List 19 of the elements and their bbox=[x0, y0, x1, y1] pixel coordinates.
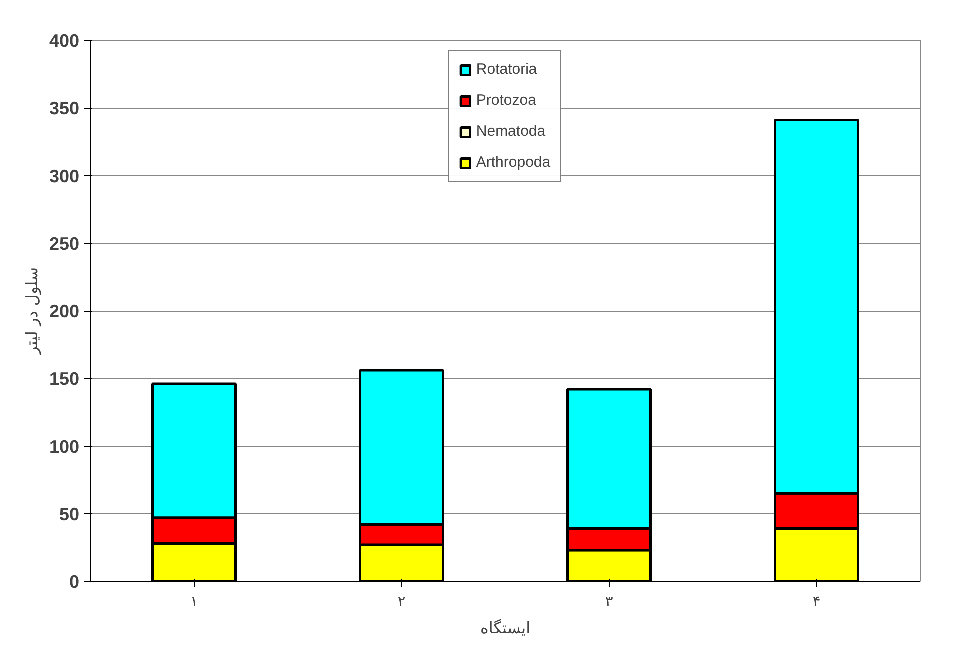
y-tick-label: 350 bbox=[49, 98, 80, 119]
y-tick-label: 50 bbox=[59, 504, 80, 524]
y-axis-title: سلول در لیتر bbox=[22, 268, 42, 356]
y-tick-label: 300 bbox=[49, 166, 80, 186]
x-tick-label: ۴ bbox=[812, 592, 821, 610]
y-tick-label: 0 bbox=[69, 572, 80, 592]
y-tick-label: 400 bbox=[49, 31, 80, 51]
y-tick-label: 150 bbox=[49, 369, 80, 390]
legend-label: Nematoda bbox=[476, 123, 546, 140]
x-tick-label: ۳ bbox=[605, 592, 614, 610]
x-tick-label: ۱ bbox=[190, 592, 198, 610]
y-tick-label: 200 bbox=[49, 302, 80, 322]
legend-label: Rotatoria bbox=[476, 61, 538, 78]
y-tick-label: 250 bbox=[49, 234, 80, 254]
x-tick-label: ۲ bbox=[398, 592, 406, 610]
legend-label: Protozoa bbox=[476, 92, 536, 109]
y-tick-label: 100 bbox=[49, 436, 80, 457]
legend-label: Arthropoda bbox=[476, 154, 551, 171]
x-axis-title: ایستگاه bbox=[480, 618, 531, 638]
